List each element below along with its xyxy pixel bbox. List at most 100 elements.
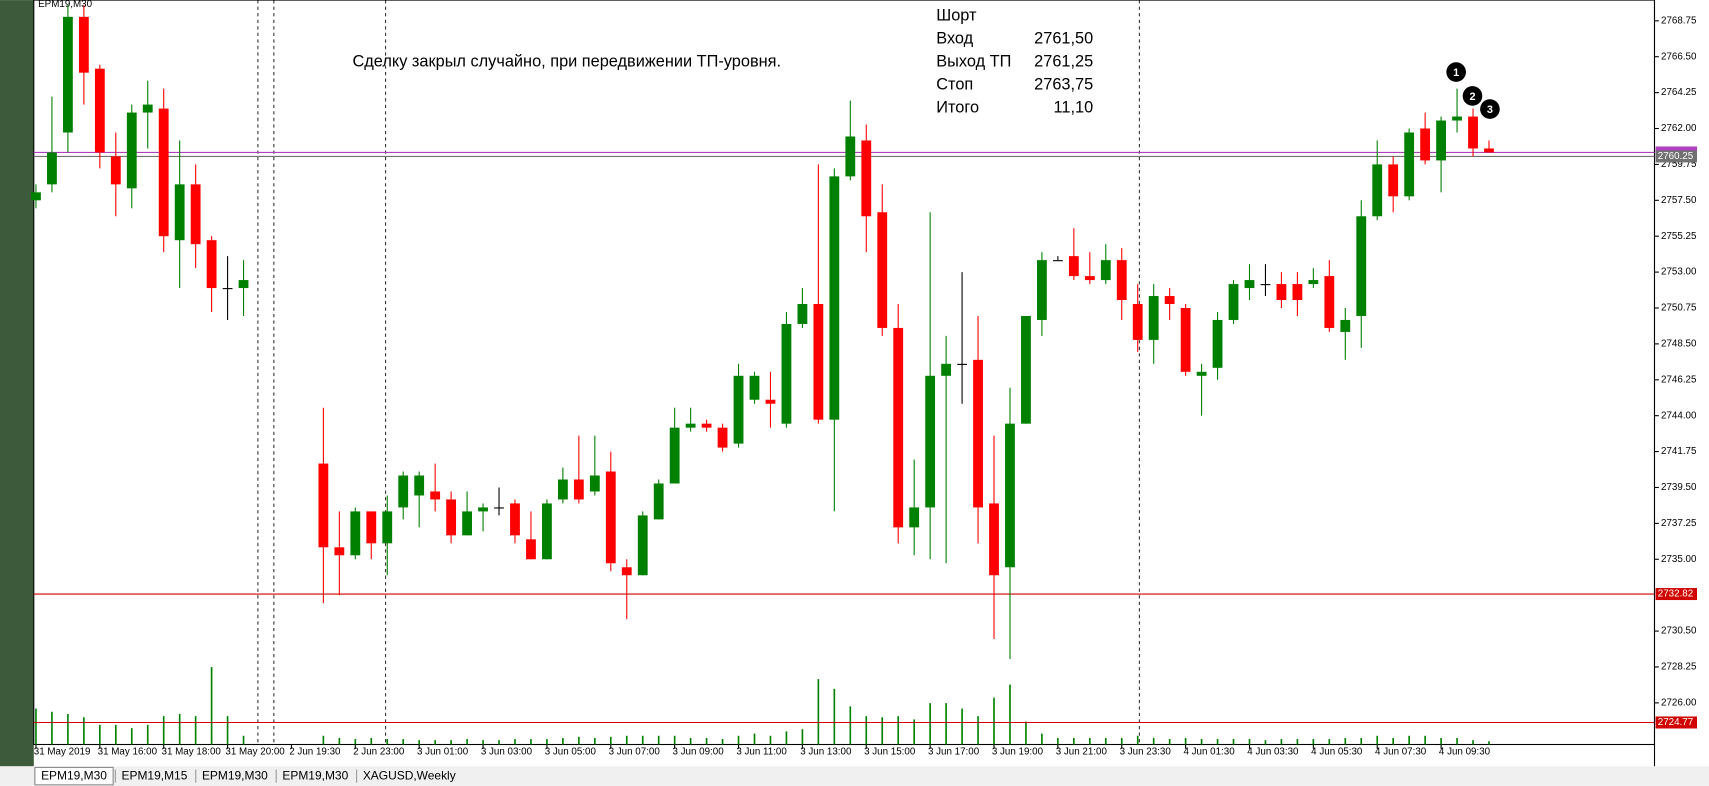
trade-marker — [1480, 99, 1500, 119]
candle-body — [366, 511, 377, 544]
candle-body — [158, 108, 169, 237]
y-tick-label: 2759.75 — [1661, 159, 1697, 170]
x-tick-label: 3 Jun 09:00 — [672, 747, 724, 758]
candle-body — [877, 212, 888, 328]
candle-body — [685, 423, 696, 428]
x-tick-label: 3 Jun 11:00 — [736, 747, 787, 758]
tab-label[interactable]: EPM19,M15 — [122, 768, 188, 782]
y-tick-label: 2768.75 — [1661, 15, 1697, 26]
x-tick-label: 31 May 20:00 — [225, 747, 285, 758]
x-tick-label: 3 Jun 23:30 — [1120, 747, 1172, 758]
candle-body — [589, 475, 600, 492]
candle-body — [446, 499, 457, 536]
candle-body — [797, 304, 808, 324]
candle-body — [1228, 284, 1239, 320]
tab-label[interactable]: EPM19,M30 — [202, 768, 268, 782]
candle-body — [1052, 260, 1063, 262]
candle-body — [126, 112, 137, 189]
candle-body — [621, 567, 632, 576]
candle-body — [1436, 120, 1447, 161]
trade-marker — [1446, 62, 1466, 82]
candle-body — [605, 471, 616, 564]
candle-body — [573, 479, 584, 500]
candle-body — [1068, 256, 1079, 277]
candle-body — [1132, 304, 1143, 340]
candle-body — [1388, 164, 1399, 197]
candle-body — [669, 427, 680, 484]
candle-body — [1084, 276, 1095, 281]
candle-body — [318, 463, 329, 548]
y-tick-label: 2748.50 — [1661, 338, 1697, 349]
candle-body — [813, 304, 824, 420]
x-tick-label: 31 May 2019 — [34, 747, 91, 758]
y-tick-label: 2739.50 — [1661, 482, 1697, 493]
candle-body — [206, 240, 217, 289]
candle-body — [1324, 276, 1335, 328]
panel-value: 11,10 — [1054, 98, 1094, 116]
y-tick-label: 2762.00 — [1661, 123, 1697, 134]
candle-body — [1180, 307, 1191, 372]
candle-body — [414, 475, 425, 496]
y-tick-label: 2728.25 — [1661, 662, 1697, 673]
annotation: Сделку закрыл случайно, при передвижении… — [352, 53, 781, 71]
y-tick-label: 2753.00 — [1661, 267, 1697, 278]
x-tick-label: 3 Jun 17:00 — [928, 747, 980, 758]
tab-label[interactable]: EPM19,M30 — [282, 768, 348, 782]
level-label: 2760.25 — [1658, 151, 1694, 162]
candle-body — [1292, 284, 1303, 301]
tab[interactable] — [276, 767, 355, 785]
candle-body — [334, 547, 345, 556]
candle-body — [1372, 164, 1383, 217]
candle-body — [430, 491, 441, 500]
candle-body — [1196, 371, 1207, 376]
candle-body — [829, 176, 840, 420]
candle-body — [190, 184, 201, 245]
candle-body — [1021, 315, 1031, 424]
panel-value: 2761,50 — [1034, 30, 1093, 48]
x-tick-label: 4 Jun 09:30 — [1439, 747, 1491, 758]
tab-label[interactable]: EPM19,M30 — [41, 768, 107, 782]
symbol-label: EPM19,M30 — [38, 0, 92, 10]
chart-area — [33, 0, 1656, 746]
x-tick-label: 31 May 16:00 — [98, 747, 158, 758]
candle-body — [31, 192, 41, 201]
tab[interactable] — [356, 767, 462, 785]
candle-body — [957, 363, 967, 365]
tab[interactable] — [34, 766, 114, 786]
trade-marker-label: 3 — [1487, 104, 1493, 116]
candle-body — [893, 327, 904, 528]
candle-body — [94, 68, 105, 153]
trade-marker — [1462, 86, 1483, 106]
tab[interactable] — [195, 767, 275, 785]
candle-body — [557, 479, 568, 500]
x-tick-label: 31 May 18:00 — [162, 747, 222, 758]
x-tick-label: 4 Jun 07:30 — [1375, 747, 1427, 758]
candle-body — [494, 507, 504, 509]
y-tick-label: 2755.25 — [1661, 231, 1697, 242]
y-tick-label: 2726.00 — [1661, 697, 1697, 708]
panel-label: Выход ТП — [936, 53, 1011, 71]
tab-label[interactable]: XAGUSD,Weekly — [363, 768, 456, 782]
candle-body — [1404, 132, 1415, 197]
tab[interactable] — [115, 767, 194, 785]
x-tick-label: 3 Jun 07:00 — [609, 747, 661, 758]
x-tick-label: 3 Jun 13:00 — [800, 747, 852, 758]
candle-body — [1244, 280, 1255, 289]
x-tick-label: 4 Jun 05:30 — [1311, 747, 1363, 758]
x-tick-label: 2 Jun 23:00 — [353, 747, 405, 758]
panel-label: Стоп — [936, 75, 973, 93]
candle-body — [1212, 319, 1223, 368]
candle-body — [941, 363, 952, 376]
x-tick-label: 4 Jun 01:30 — [1183, 747, 1235, 758]
candle-body — [701, 423, 712, 428]
candle-body — [222, 288, 233, 290]
candle-body — [989, 503, 999, 576]
candle-body — [1276, 284, 1287, 301]
x-tick-label: 3 Jun 19:00 — [992, 747, 1044, 758]
candle-body — [1037, 260, 1047, 320]
candle-body — [1148, 296, 1159, 340]
candle-body — [78, 16, 89, 73]
y-tick-label: 2766.50 — [1661, 51, 1697, 62]
candle-body — [781, 323, 792, 424]
